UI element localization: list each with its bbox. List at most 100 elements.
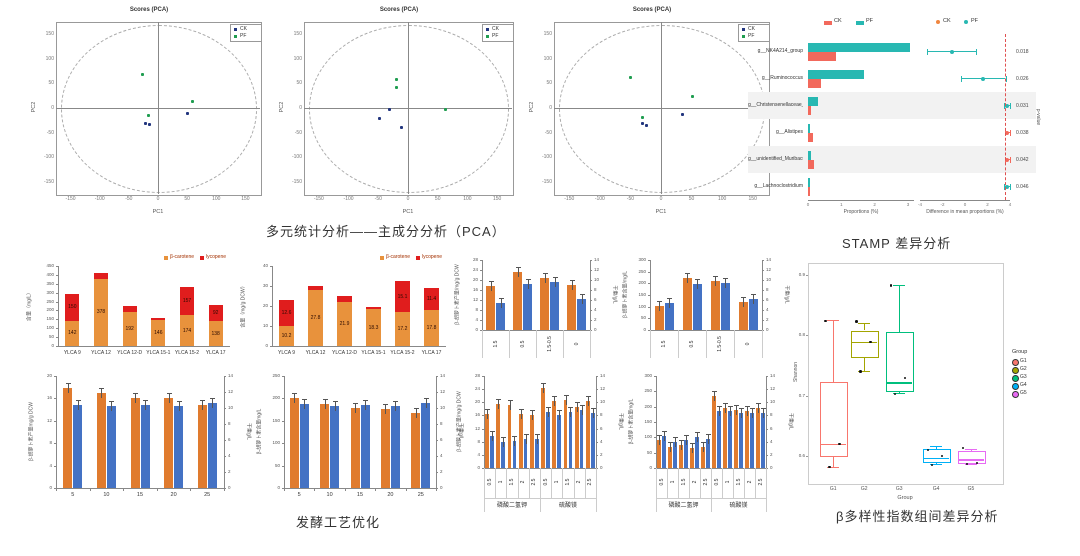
error-bar-cap xyxy=(756,403,762,405)
right-tick-mark xyxy=(224,488,226,489)
x-category-label: YLCA 12 xyxy=(305,350,326,356)
bar-blue xyxy=(421,403,431,488)
whisker-cap-upper xyxy=(964,448,977,450)
x-category-label: 25 xyxy=(204,492,211,498)
x-category-label: 2 xyxy=(691,480,698,484)
legend-swatch-2 xyxy=(200,256,204,260)
group-label: 硫酸镁 xyxy=(558,503,577,509)
error-bar-cap xyxy=(488,281,494,283)
y-tick-mark xyxy=(56,328,58,330)
y-tick-mark xyxy=(56,292,58,294)
ci-dot xyxy=(1004,103,1009,108)
bar-blue xyxy=(512,441,517,468)
bar-orange xyxy=(485,413,490,468)
error-bar-line xyxy=(514,436,516,447)
right-tick-mark xyxy=(596,415,598,417)
error-bar-line xyxy=(715,275,716,286)
bar-orange xyxy=(734,409,738,468)
group-separator xyxy=(484,498,485,512)
x-axis-label-left: Proportions (%) xyxy=(843,209,879,215)
group-separator xyxy=(711,498,712,512)
error-bar-line xyxy=(581,405,583,416)
error-bar-line xyxy=(687,272,688,283)
y-tick-label: -100 xyxy=(43,154,54,161)
error-bar-cap xyxy=(413,407,419,409)
x-tick-mark xyxy=(224,488,225,491)
left-tick-mark xyxy=(480,260,482,261)
error-bar-cap xyxy=(490,431,495,433)
error-bar-cap xyxy=(485,408,491,410)
left-tick-label: 8 xyxy=(477,438,480,444)
p-value: 0.038 xyxy=(1016,129,1029,136)
x-tick-mark xyxy=(314,488,316,491)
error-bar-cap xyxy=(701,441,707,443)
group-label: 磷酸二氢钾 xyxy=(496,503,527,509)
right-tick-label: 0 xyxy=(766,327,769,332)
y-tick-label: 50 xyxy=(546,80,552,87)
y-tick-label: 150 xyxy=(293,31,302,38)
x-category-label: YLCA 9 xyxy=(63,350,81,356)
time-dual-bar-yield: 0 4 8 12 16 20 0 2 4 6 8 10 12 14 5 10 15 20 25 β-胡萝卜素产量mg/… xyxy=(26,366,254,508)
right-tick-label: 2 xyxy=(228,469,231,474)
left-tick-label: 16 xyxy=(474,412,480,418)
right-tick-label: 8 xyxy=(594,287,597,292)
left-tick-mark xyxy=(654,452,656,454)
bar-orange xyxy=(63,387,73,488)
left-axis-line xyxy=(484,376,485,468)
bar-orange xyxy=(756,408,760,468)
stack-segment-top xyxy=(366,306,381,310)
x-axis-label-right: Difference in mean proportions (%) xyxy=(926,209,1004,215)
time-dual-bar-content: 0 50 100 150 200 250 0 2 4 6 8 10 12 14 5 10 15 20 25 β-胡萝卜… xyxy=(254,366,466,508)
x-tick-label: -100 xyxy=(594,196,605,202)
bar-orange xyxy=(513,272,522,330)
critical-line xyxy=(1005,34,1006,200)
legend-marker xyxy=(234,28,237,31)
bar-blue xyxy=(761,412,765,468)
right-tick-label: 8 xyxy=(770,412,773,418)
error-bar-cap xyxy=(657,300,662,302)
whisker-line-lower xyxy=(864,355,866,372)
error-bar-line xyxy=(77,399,79,410)
x-category-label: 1.5 xyxy=(661,340,667,348)
legend-dot-pf xyxy=(964,20,968,24)
median-line xyxy=(851,341,878,344)
legend-label-1: β-carotene xyxy=(170,254,194,260)
left-tick-label: 4 xyxy=(475,317,478,322)
y-tick-mark xyxy=(270,306,272,307)
x-category-label: 2 xyxy=(576,480,583,484)
legend-dot-ck xyxy=(936,20,940,24)
left-tick-label: 300 xyxy=(644,373,652,378)
bar-red xyxy=(808,105,812,115)
left-tick-label: 0 xyxy=(649,465,652,470)
legend-dot-label-pf: PF xyxy=(971,18,979,24)
row-label: g__unidentified_Muribaculaceae xyxy=(748,156,803,162)
x-tick-mark xyxy=(89,488,91,491)
error-bar-line xyxy=(576,402,578,413)
error-bar-line xyxy=(509,399,511,410)
error-bar-line xyxy=(670,441,672,452)
ci-cap-lo xyxy=(1004,183,1006,190)
right-tick-label: 2 xyxy=(440,469,443,474)
right-axis-label: 干重g/L xyxy=(617,413,624,430)
error-bar-line xyxy=(531,409,533,420)
x-tick-label: 50 xyxy=(184,196,190,202)
data-point xyxy=(388,107,392,111)
right-tick-mark xyxy=(762,260,764,261)
error-bar-cap xyxy=(507,399,513,401)
left-axis-label: β-胡萝卜素含量/mg/L xyxy=(622,270,629,319)
bar-teal xyxy=(808,42,910,52)
y-tick-mark xyxy=(56,301,58,303)
right-tick-mark xyxy=(766,441,768,443)
y-tick-label: -150 xyxy=(541,178,552,185)
left-tick-mark xyxy=(648,306,650,308)
x-axis-line xyxy=(58,346,230,347)
legend-item: PF xyxy=(741,33,767,40)
error-bar-line xyxy=(762,407,764,418)
x-category-label: YLCA 12 xyxy=(91,350,111,356)
left-axis-label: β-胡萝卜素含量mg/L xyxy=(628,398,635,445)
caption-stamp: STAMP 差异分析 xyxy=(842,236,952,251)
strain-stacked-bar-mgg: 0 10 20 30 40 12.6 10.2 YLCA 9 27.8 YLCA 12 21.9 YL… xyxy=(238,252,452,366)
x-tick-label: 50 xyxy=(688,196,695,202)
x-tick-mark xyxy=(375,488,377,491)
right-tick-mark xyxy=(590,300,592,301)
